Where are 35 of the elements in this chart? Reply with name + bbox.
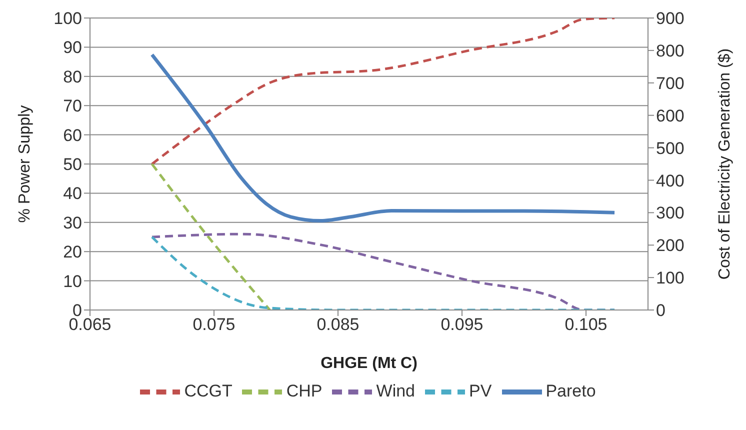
line-series (150, 18, 616, 166)
y2-tick-label: 400 (656, 171, 684, 190)
x-tick-label: 0.075 (192, 315, 236, 334)
legend-label: PV (469, 381, 492, 400)
y2-axis-title: Cost of Electricity Generation ($) (716, 48, 734, 280)
y-tick-label: 90 (63, 38, 82, 58)
legend-label: CCGT (184, 381, 232, 400)
y-tick-label: 20 (63, 242, 82, 262)
y-tick-label: 40 (63, 184, 82, 204)
y2-tick-label: 200 (656, 236, 684, 256)
y-tick-label: 100 (54, 9, 82, 28)
x-tick-label: 0.095 (440, 315, 484, 334)
x-tick-label: 0.085 (316, 315, 360, 334)
y-axis-title: % Power Supply (16, 105, 34, 223)
y-tick-label: 50 (63, 155, 82, 174)
legend-label: Wind (376, 381, 416, 400)
y2-tick-label: 0 (656, 301, 666, 320)
y-tick-label: 10 (63, 272, 82, 291)
y-tick-label: 70 (63, 96, 82, 116)
line-series (150, 52, 616, 223)
y-tick-label: 30 (63, 213, 82, 232)
x-axis-title: GHGE (Mt C) (320, 355, 418, 372)
y2-tick-label: 300 (656, 204, 684, 223)
y2-tick-label: 500 (656, 138, 684, 158)
y2-tick-label: 900 (656, 9, 684, 28)
legend-label: Pareto (546, 381, 596, 400)
y2-tick-label: 100 (656, 268, 684, 288)
x-tick-label: 0.065 (68, 315, 112, 334)
y2-tick-label: 700 (656, 74, 684, 93)
y-tick-label: 80 (63, 67, 82, 86)
y-tick-label: 60 (63, 126, 82, 145)
y2-tick-label: 600 (656, 106, 684, 126)
legend-label: CHP (286, 381, 322, 400)
x-tick-label: 0.105 (564, 315, 608, 334)
y2-tick-label: 800 (656, 41, 684, 60)
